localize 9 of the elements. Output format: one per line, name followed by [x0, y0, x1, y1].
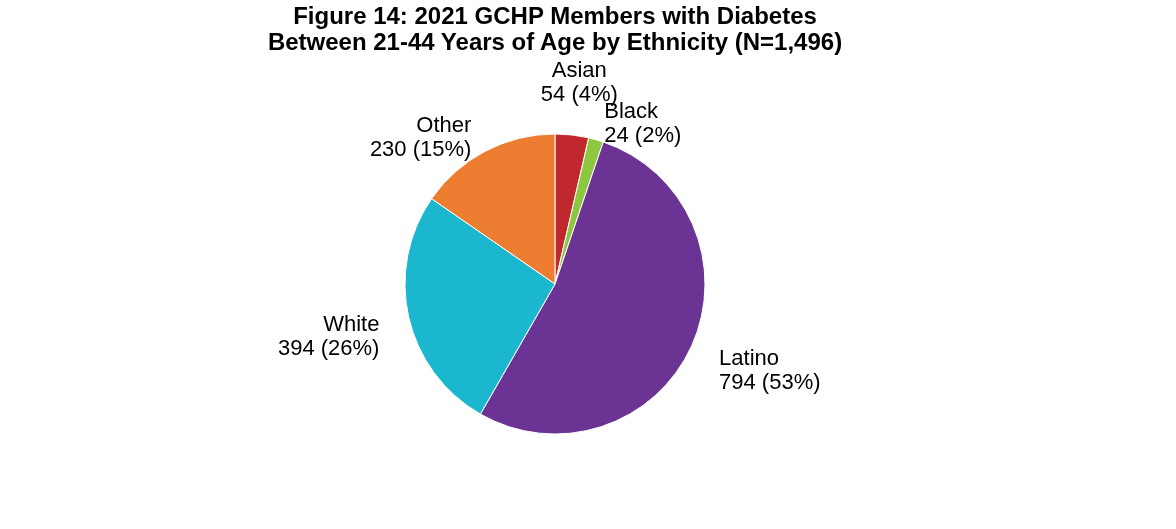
data-label: 794 (53%) — [719, 369, 821, 395]
slice-label: Other — [416, 111, 472, 137]
data-label: 24 (2%) — [604, 121, 682, 147]
slice-label: Latino — [719, 345, 779, 371]
slice-label: Asian — [551, 57, 607, 83]
data-label: 230 (15%) — [369, 135, 472, 161]
slice-label: White — [323, 310, 380, 336]
data-label: 394 (26%) — [277, 334, 380, 360]
chart-title: Figure 14: 2021 GCHP Members with Diabetes Between 21-44 Years of Age by Ethnicity (N=1,496) — [267, 2, 843, 56]
